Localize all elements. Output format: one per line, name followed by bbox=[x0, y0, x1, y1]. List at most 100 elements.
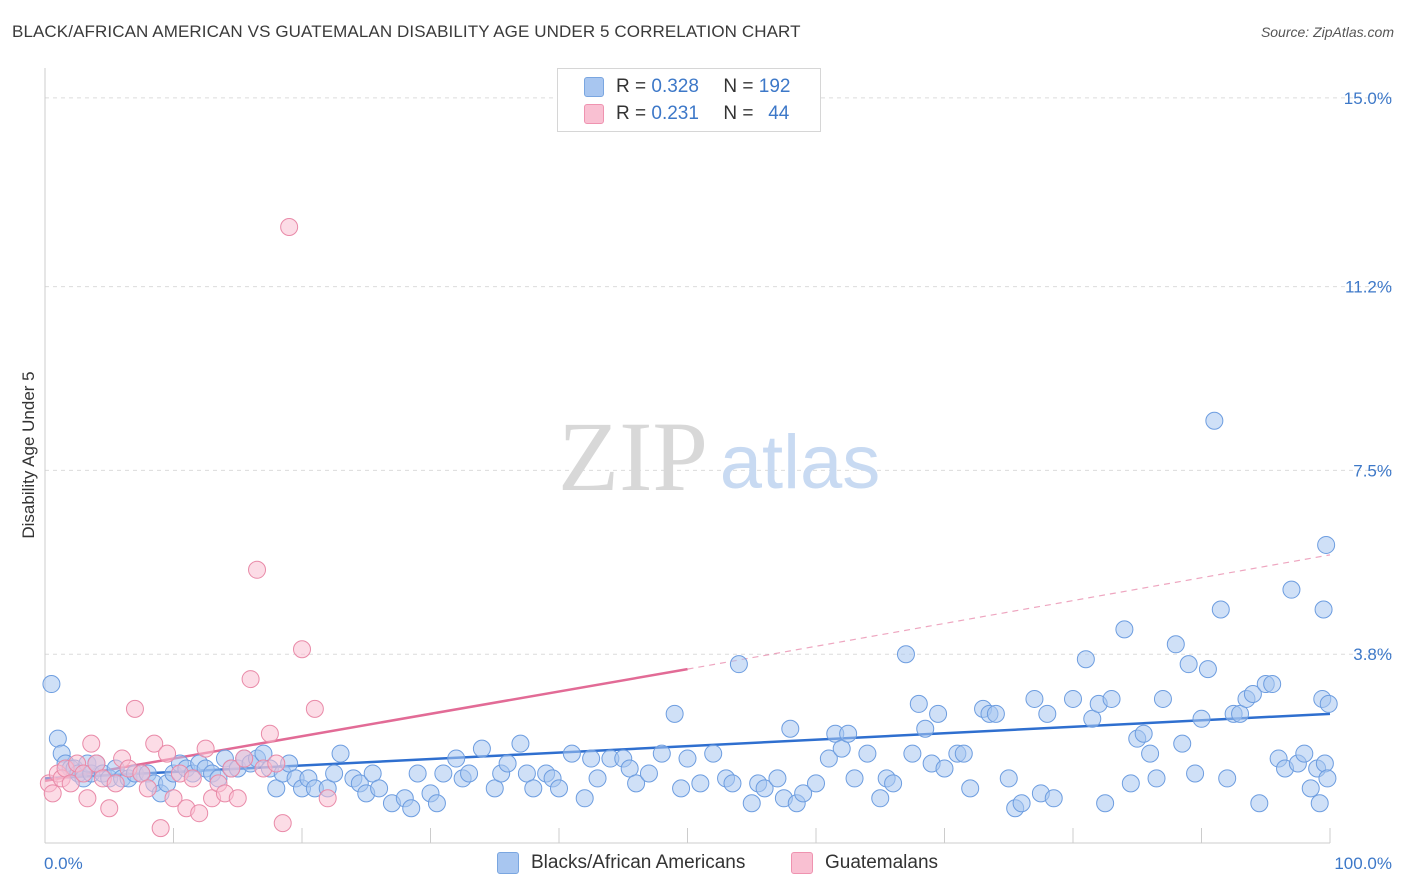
point-blacks bbox=[1134, 724, 1153, 743]
x-tick-label: 100.0% bbox=[1334, 854, 1392, 873]
point-guatemalans bbox=[260, 724, 279, 743]
point-guatemalans bbox=[138, 779, 157, 798]
point-blacks bbox=[999, 769, 1018, 788]
point-blacks bbox=[325, 764, 344, 783]
point-blacks bbox=[1318, 769, 1337, 788]
point-blacks bbox=[768, 769, 787, 788]
point-blacks bbox=[267, 779, 286, 798]
legend-swatch-blacks bbox=[584, 77, 604, 97]
point-blacks bbox=[363, 764, 382, 783]
point-guatemalans bbox=[100, 799, 119, 818]
point-blacks bbox=[1102, 689, 1121, 708]
gridlines bbox=[45, 97, 1392, 655]
point-blacks bbox=[575, 789, 594, 808]
point-blacks bbox=[1044, 789, 1063, 808]
point-blacks bbox=[1263, 675, 1282, 694]
y-tick-label: 15.0% bbox=[1344, 89, 1392, 108]
point-blacks bbox=[1211, 600, 1230, 619]
point-blacks bbox=[665, 704, 684, 723]
point-guatemalans bbox=[273, 814, 292, 833]
point-blacks bbox=[1141, 744, 1160, 763]
point-blacks bbox=[729, 655, 748, 674]
legend-label-guatemalans: Guatemalans bbox=[825, 852, 939, 873]
point-blacks bbox=[370, 779, 389, 798]
point-blacks bbox=[331, 744, 350, 763]
point-blacks bbox=[1295, 744, 1314, 763]
point-blacks bbox=[485, 779, 504, 798]
point-blacks bbox=[620, 759, 639, 778]
point-blacks bbox=[742, 794, 761, 813]
point-blacks bbox=[954, 744, 973, 763]
point-blacks bbox=[916, 719, 935, 738]
y-tick-label: 7.5% bbox=[1353, 461, 1392, 480]
trend-line-guatemalans bbox=[44, 667, 688, 783]
point-guatemalans bbox=[87, 754, 106, 773]
point-guatemalans bbox=[196, 739, 215, 758]
point-guatemalans bbox=[151, 819, 170, 838]
point-blacks bbox=[691, 774, 710, 793]
point-guatemalans bbox=[293, 640, 311, 659]
point-guatemalans bbox=[82, 734, 101, 753]
point-guatemalans bbox=[78, 789, 97, 808]
stats-legend: R = 0.328 N = 192 R = 0.231 N = 44 bbox=[557, 68, 821, 132]
point-blacks bbox=[517, 764, 536, 783]
point-blacks bbox=[434, 764, 453, 783]
point-blacks bbox=[1310, 794, 1329, 813]
point-guatemalans bbox=[241, 670, 260, 689]
point-blacks bbox=[986, 704, 1005, 723]
point-blacks bbox=[511, 734, 530, 753]
point-blacks bbox=[408, 764, 427, 783]
legend-item-guatemalans[interactable]: Guatemalans bbox=[791, 852, 938, 874]
point-guatemalans bbox=[158, 744, 177, 763]
point-blacks bbox=[1025, 689, 1044, 708]
point-blacks bbox=[1231, 704, 1250, 723]
trend-line-guatemalans-extension bbox=[687, 554, 1331, 670]
legend-r-value: 0.328 bbox=[651, 76, 699, 97]
point-blacks bbox=[1243, 684, 1262, 703]
point-blacks bbox=[1064, 689, 1082, 708]
point-blacks bbox=[48, 729, 67, 748]
point-guatemalans bbox=[132, 764, 151, 783]
point-guatemalans bbox=[125, 699, 144, 718]
point-blacks bbox=[794, 784, 813, 803]
watermark: ZIP atlas bbox=[558, 401, 880, 512]
point-blacks bbox=[1083, 709, 1102, 728]
point-blacks bbox=[588, 769, 607, 788]
point-blacks bbox=[723, 774, 742, 793]
chart-title: BLACK/AFRICAN AMERICAN VS GUATEMALAN DIS… bbox=[12, 22, 801, 41]
point-blacks bbox=[472, 739, 491, 758]
point-blacks bbox=[427, 794, 446, 813]
point-blacks bbox=[1173, 734, 1192, 753]
point-blacks bbox=[839, 724, 858, 743]
point-guatemalans bbox=[61, 774, 80, 793]
point-guatemalans bbox=[305, 699, 324, 718]
tick-labels: 3.8% 7.5% 11.2% 15.0% 0.0% 100.0% bbox=[44, 89, 1392, 873]
point-blacks bbox=[1317, 535, 1336, 554]
legend-row-guatemalans: R = 0.231 N = 44 bbox=[584, 101, 799, 127]
point-guatemalans bbox=[190, 804, 209, 823]
point-blacks bbox=[1147, 769, 1166, 788]
point-blacks bbox=[447, 749, 466, 768]
point-blacks bbox=[858, 744, 877, 763]
watermark-zip: ZIP bbox=[558, 401, 708, 512]
point-blacks bbox=[672, 779, 691, 798]
watermark-atlas: atlas bbox=[720, 420, 881, 505]
point-guatemalans bbox=[74, 764, 93, 783]
point-blacks bbox=[929, 704, 948, 723]
point-blacks bbox=[871, 789, 890, 808]
point-blacks bbox=[460, 764, 479, 783]
point-guatemalans bbox=[43, 784, 62, 803]
legend-item-blacks[interactable]: Blacks/African Americans bbox=[497, 852, 745, 874]
point-blacks bbox=[1319, 694, 1338, 713]
point-guatemalans bbox=[267, 754, 286, 773]
point-blacks bbox=[42, 675, 61, 694]
point-blacks bbox=[562, 744, 581, 763]
point-blacks bbox=[819, 749, 838, 768]
point-blacks bbox=[1038, 704, 1057, 723]
point-blacks bbox=[704, 744, 723, 763]
point-blacks bbox=[896, 645, 915, 664]
y-axis-label: Disability Age Under 5 bbox=[19, 371, 38, 538]
legend-swatch-guatemalans bbox=[584, 104, 604, 124]
point-blacks bbox=[1282, 580, 1301, 599]
legend-n-label: N = bbox=[723, 76, 754, 97]
